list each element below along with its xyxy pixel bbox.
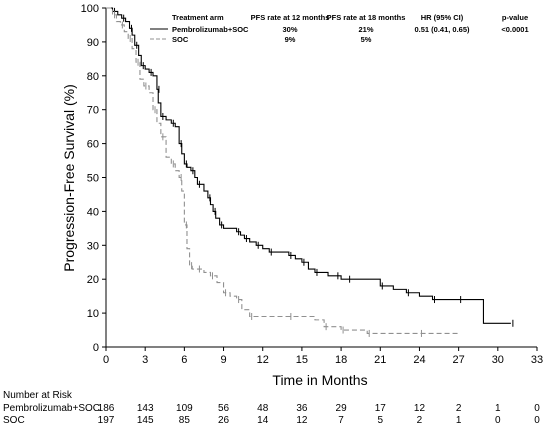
y-tick-label: 0 [93, 342, 99, 354]
risk-row-label: Pembrolizumab+SOC [3, 403, 100, 414]
y-tick-label: 70 [87, 105, 99, 117]
x-tick-label: 24 [413, 354, 425, 366]
y-tick-label: 30 [87, 240, 99, 252]
risk-value: 1 [495, 403, 501, 414]
risk-value: 48 [257, 403, 269, 414]
x-tick-label: 3 [142, 354, 148, 366]
x-tick-label: 27 [453, 354, 465, 366]
legend-pfs12-value: 30% [282, 25, 297, 34]
x-tick-label: 18 [335, 354, 347, 366]
series-line-soc [106, 7, 459, 334]
legend-pfs12-value: 9% [285, 35, 296, 44]
x-tick-label: 30 [492, 354, 504, 366]
risk-value: 0 [495, 415, 501, 426]
survival-curves [106, 7, 514, 337]
risk-value: 36 [296, 403, 308, 414]
legend-header-hr: HR (95% CI) [421, 13, 464, 22]
legend-pfs18-value: 5% [361, 35, 372, 44]
risk-value: 17 [375, 403, 387, 414]
y-tick-label: 20 [87, 274, 99, 286]
risk-value: 12 [414, 403, 426, 414]
legend-label: Pembrolizumab+SOC [172, 25, 249, 34]
risk-row-label: SOC [3, 415, 25, 426]
y-tick-label: 100 [81, 3, 99, 15]
y-tick-label: 80 [87, 71, 99, 83]
risk-value: 1 [456, 415, 462, 426]
risk-value: 143 [137, 403, 154, 414]
legend-label: SOC [172, 35, 189, 44]
x-tick-label: 15 [296, 354, 308, 366]
x-tick-label: 9 [220, 354, 226, 366]
risk-table-title: Number at Risk [3, 390, 73, 401]
legend-p-value: <0.0001 [501, 25, 528, 34]
risk-value: 2 [456, 403, 462, 414]
legend-hr-value: 0.51 (0.41, 0.65) [414, 25, 470, 34]
chart-axes: 0 3 6 9 12 15 18 21 24 27 30 33 0 10 20 30 40 50 60 70 80 90 1… [81, 3, 543, 366]
risk-value: 85 [179, 415, 191, 426]
risk-value: 2 [417, 415, 423, 426]
legend-header-pfs12: PFS rate at 12 months [251, 13, 330, 22]
risk-value: 12 [296, 415, 308, 426]
risk-value: 7 [338, 415, 344, 426]
series-line-pembrolizumab-soc [106, 7, 511, 324]
legend-pfs18-value: 21% [358, 25, 373, 34]
y-tick-label: 10 [87, 308, 99, 320]
x-tick-label: 21 [374, 354, 386, 366]
risk-value: 56 [218, 403, 230, 414]
x-tick-label: 0 [103, 354, 109, 366]
risk-value: 186 [98, 403, 115, 414]
risk-value: 29 [336, 403, 348, 414]
risk-value: 0 [534, 415, 540, 426]
y-tick-label: 40 [87, 206, 99, 218]
risk-value: 14 [257, 415, 269, 426]
risk-value: 145 [137, 415, 154, 426]
risk-value: 5 [377, 415, 383, 426]
legend-header-pfs18: PFS rate at 18 months [327, 13, 406, 22]
x-tick-label: 6 [181, 354, 187, 366]
x-tick-label: 33 [531, 354, 543, 366]
legend-header-p: p-value [502, 13, 528, 22]
legend-header-arm: Treatment arm [172, 13, 224, 22]
risk-value: 26 [218, 415, 230, 426]
x-tick-label: 12 [257, 354, 269, 366]
risk-value: 197 [98, 415, 115, 426]
y-tick-label: 50 [87, 173, 99, 185]
risk-value: 109 [176, 403, 193, 414]
y-tick-label: 90 [87, 37, 99, 49]
y-axis-title: Progression-Free Survival (%) [61, 84, 77, 272]
y-tick-label: 60 [87, 139, 99, 151]
x-axis-title: Time in Months [272, 372, 367, 388]
risk-value: 0 [534, 403, 540, 414]
